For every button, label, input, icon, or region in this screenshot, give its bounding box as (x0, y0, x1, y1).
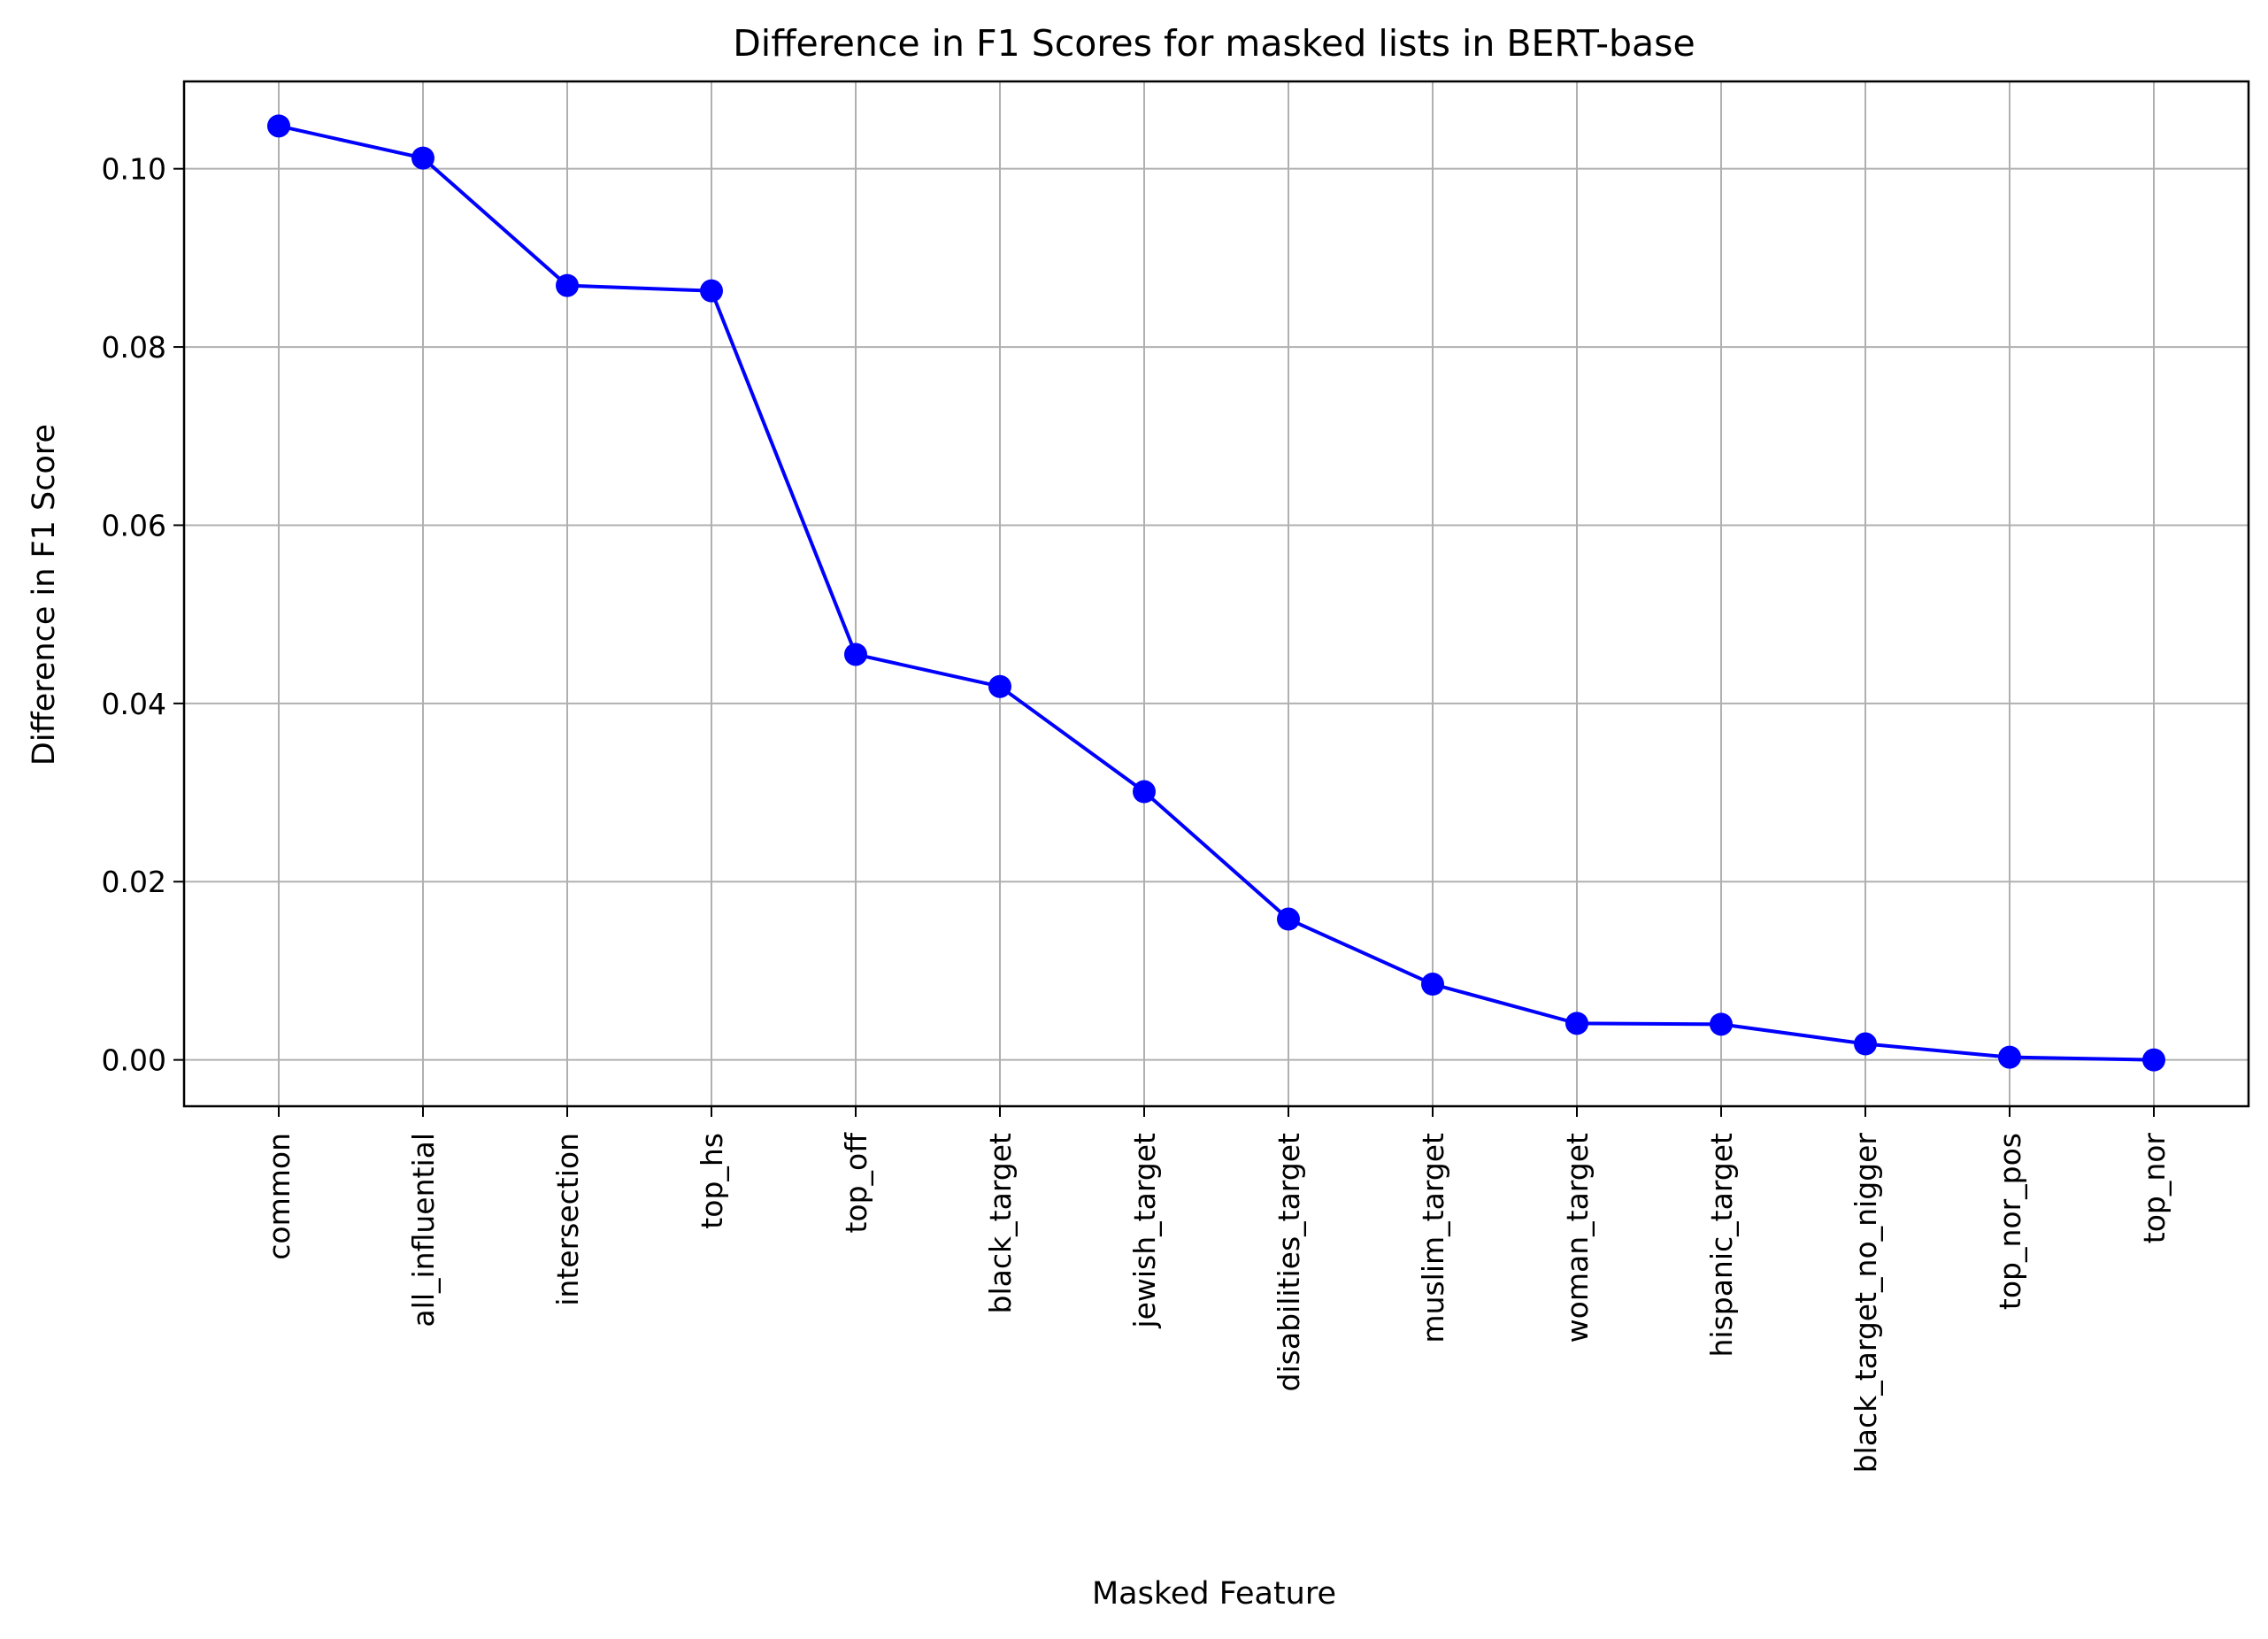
series-layer (267, 114, 2165, 1072)
x-axis-label: Masked Feature (1092, 1576, 1336, 1612)
x-tick-label: intersection (550, 1133, 585, 1306)
data-point (844, 643, 867, 666)
chart-title: Difference in F1 Scores for masked lists… (733, 22, 1695, 65)
y-tick-label: 0.10 (102, 152, 166, 187)
x-tick-label: common (262, 1133, 296, 1260)
y-tick-label: 0.04 (102, 687, 166, 721)
x-tick-label: black_target (983, 1133, 1018, 1313)
x-axis-ticks: common all_influential intersection top_hs t… (262, 1106, 2172, 1473)
y-axis-ticks: 0.00 0.02 0.04 0.06 0.08 0.10 (102, 152, 184, 1078)
x-tick-label: muslim_target (1416, 1133, 1450, 1343)
data-point (988, 674, 1011, 698)
data-point (700, 279, 723, 303)
series-line (278, 124, 2155, 1062)
x-tick-label: top_off (839, 1132, 873, 1234)
data-point (1854, 1032, 1877, 1056)
data-point (1998, 1045, 2021, 1069)
x-tick-label: woman_target (1560, 1133, 1595, 1343)
data-point (411, 146, 434, 170)
x-tick-label: all_influential (406, 1133, 441, 1327)
data-point (1133, 780, 1156, 804)
y-axis-label: Difference in F1 Score (27, 424, 62, 766)
x-tick-label: disabilities_target (1272, 1133, 1306, 1391)
plot-area-frame (182, 80, 2250, 1108)
x-tick-label: top_hs (695, 1133, 729, 1229)
data-point (1277, 907, 1300, 931)
data-point (2142, 1048, 2165, 1072)
x-tick-label: top_nor (2137, 1133, 2172, 1244)
grid-lines (184, 81, 2249, 1106)
x-tick-label: top_nor_pos (1993, 1133, 2027, 1310)
data-point (1421, 973, 1444, 996)
y-tick-label: 0.08 (102, 330, 166, 365)
x-tick-label: black_target_no_nigger (1849, 1133, 1883, 1474)
data-point (1710, 1012, 1733, 1036)
y-tick-label: 0.06 (102, 508, 166, 542)
data-point (1565, 1012, 1588, 1035)
x-tick-label: hispanic_target (1704, 1133, 1739, 1358)
x-tick-label: jewish_target (1127, 1133, 1162, 1329)
data-point (556, 273, 579, 297)
y-tick-label: 0.00 (102, 1043, 166, 1078)
y-tick-label: 0.02 (102, 865, 166, 899)
data-point (267, 114, 290, 138)
